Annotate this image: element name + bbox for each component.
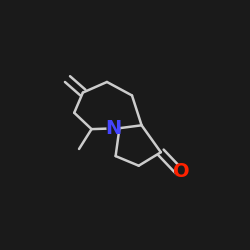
Circle shape — [107, 122, 120, 134]
Text: O: O — [173, 162, 190, 181]
Text: N: N — [105, 119, 122, 138]
Circle shape — [175, 165, 187, 178]
